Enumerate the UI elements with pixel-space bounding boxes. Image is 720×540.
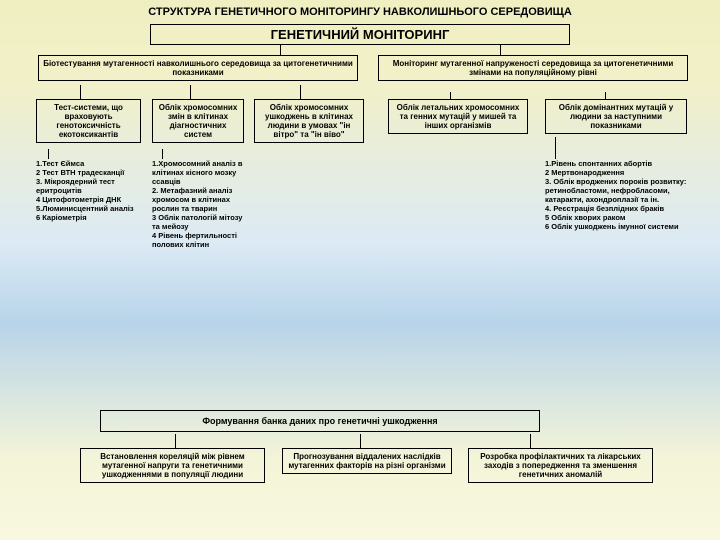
node-lethal-mut: Облік летальних хромосомних та генних му… — [388, 99, 528, 134]
branch-biotest: Біотестування мутагенності навколишнього… — [38, 55, 358, 81]
node-chrom-damage: Облік хромосомних ушкоджень в клітинах л… — [254, 99, 364, 143]
node-out-correlation: Встановлення кореляцій між рівнем мутаге… — [80, 448, 265, 483]
node-test-systems: Тест-системи, що враховують генотоксичні… — [36, 99, 141, 143]
branch-monitoring: Моніторинг мутагенної напруженості серед… — [378, 55, 688, 81]
list-chrom-analysis: 1.Хромосомний аналіз в клітинах кісного … — [152, 159, 247, 249]
node-dominant-mut: Облік домінантних мутацій у людини за на… — [545, 99, 687, 134]
page-title: СТРУКТУРА ГЕНЕТИЧНОГО МОНІТОРИНГУ НАВКОЛ… — [0, 0, 720, 20]
node-chrom-changes: Облік хромосомних змін в клітинах діагно… — [152, 99, 244, 143]
node-data-bank: Формування банка даних про генетичні ушк… — [100, 410, 540, 432]
main-node: ГЕНЕТИЧНИЙ МОНІТОРИНГ — [150, 24, 570, 45]
node-out-prevention: Розробка профілактичних та лікарських за… — [468, 448, 653, 483]
list-dominant-indicators: 1.Рівень спонтанних абортів 2 Мертвонаро… — [545, 159, 695, 231]
node-out-prognosis: Прогнозування віддалених наслідків мутаг… — [282, 448, 452, 474]
list-tests: 1.Тест Єймса 2 Тест ВТН традесканції 3. … — [36, 159, 144, 222]
